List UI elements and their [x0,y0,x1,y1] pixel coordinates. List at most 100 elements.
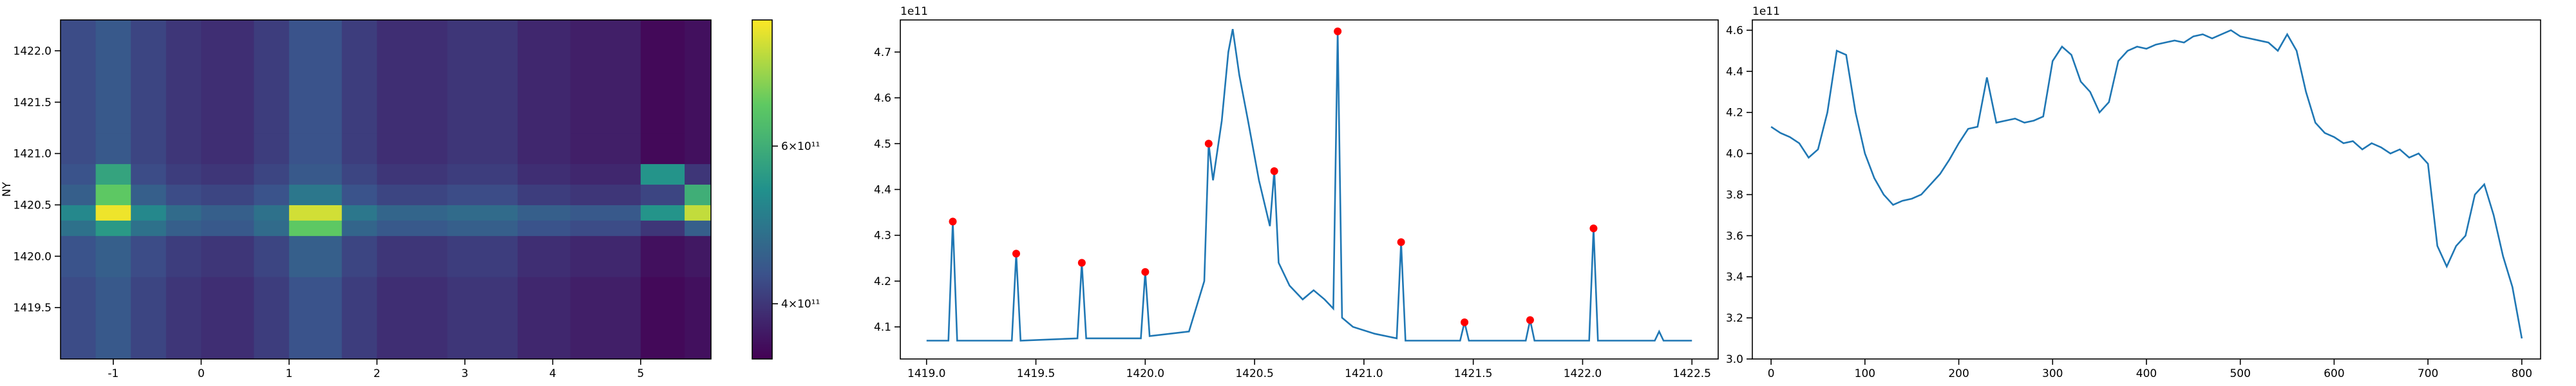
heatmap-cell [61,205,97,221]
y-tick-label: 1419.5 [14,302,52,315]
heatmap-cell [289,133,343,165]
heatmap-cell [254,133,290,165]
x-tick-label: 0 [198,367,205,380]
heatmap-cell [517,277,571,360]
heatmap-cell [254,20,290,134]
heatmap-cell [289,235,343,277]
heatmap-cell [61,235,97,277]
heatmap-cell [61,163,97,185]
heatmap-cell [570,133,641,165]
heatmap-cell [447,163,518,185]
heatmap-cell [289,205,343,221]
colorbar-frame [752,19,773,360]
heatmap-cell [95,163,131,185]
y-tick-label: 4.7 [874,46,891,59]
x-tick-label: 1 [285,367,292,380]
heatmap-cell [341,163,377,185]
peak-marker [1077,259,1086,267]
heatmap-cell [201,20,254,134]
heatmap-cell [570,205,641,221]
y-tick-label: 4.6 [874,92,891,105]
heatmap-cell [289,184,343,205]
x-tick-label: 0 [1768,367,1775,380]
x-tick-label: 2 [374,367,381,380]
x-tick-label: 1419.0 [907,367,945,380]
heatmap-cell [447,220,518,236]
x-tick-label: 500 [2230,367,2250,380]
heatmap-cell [640,133,685,165]
heatmap-cell [640,220,685,236]
peak-marker [1012,250,1020,258]
y-tick-label: 4.0 [1726,148,1743,161]
y-tick-label: 1421.0 [14,148,52,161]
heatmap-cell [201,235,254,277]
heatmap-cell [95,277,131,360]
heatmap-cell [131,235,167,277]
heatmap-cell [517,205,571,221]
x-tick-label: 4 [549,367,556,380]
heatmap-cell [289,163,343,185]
heatmap-cell [570,20,641,134]
heatmap-cell [201,133,254,165]
heatmap-cell [201,277,254,360]
heatmap-cell [685,220,712,236]
y-tick-label: 3.2 [1726,312,1743,325]
x-tick-label: 1420.5 [1235,367,1273,380]
y-tick-label: 3.0 [1726,353,1743,366]
heatmap-cell [95,184,131,205]
heatmap-cell [377,163,448,185]
heatmap-cell [570,235,641,277]
x-tick-label: 1421.5 [1454,367,1492,380]
heatmap-cell [131,163,167,185]
line-series [1770,29,2523,339]
heatmap-cell [61,220,97,236]
x-tick-label: 3 [461,367,468,380]
y-tick-label: 4.1 [874,321,891,334]
peak-marker [1270,167,1278,176]
heatmap-cell [131,277,167,360]
heatmap-cell [447,235,518,277]
x-tick-label: 1422.0 [1564,367,1602,380]
heatmap-cell [61,133,97,165]
heatmap-cell [640,205,685,221]
colorbar-tick-label: 4×10¹¹ [781,298,820,311]
peak-marker [1526,316,1534,324]
y-tick-label: 4.3 [874,230,891,243]
heatmap-cell [517,235,571,277]
heatmap-cell [166,184,202,205]
peak-marker [1334,27,1342,35]
heatmap-cell [201,220,254,236]
heatmap-cell [254,184,290,205]
heatmap-cell [341,220,377,236]
colorbar [752,20,772,359]
heatmap-cell [517,220,571,236]
heatmap-cell [640,163,685,185]
x-tick-label: 100 [1855,367,1875,380]
peak-marker [1141,268,1150,276]
heatmap-cell [201,163,254,185]
heatmap-cell [570,277,641,360]
heatmap-cell [447,205,518,221]
x-tick-label: 1421.0 [1345,367,1383,380]
heatmap-cell [685,235,712,277]
x-tick-label: 300 [2042,367,2063,380]
y-axis-label: NY [1,181,14,197]
heatmap-cell [640,20,685,134]
heatmap-cell [517,133,571,165]
heatmap-cell [447,277,518,360]
heatmap-cell [131,184,167,205]
y-tick-label: 1420.0 [14,250,52,263]
y-tick-label: 4.4 [1726,66,1743,78]
heatmap-cell [254,205,290,221]
heatmap-cell [685,184,712,205]
heatmap-cell [447,20,518,134]
heatmap-cell [95,220,131,236]
heatmap-cell [377,184,448,205]
x-tick-label: 800 [2512,367,2532,380]
heatmap-cell [95,20,131,134]
heatmap-cell [341,235,377,277]
line-series [926,28,1692,342]
heatmap-cell [341,205,377,221]
heatmap-cell [95,205,131,221]
heatmap-cell [640,235,685,277]
